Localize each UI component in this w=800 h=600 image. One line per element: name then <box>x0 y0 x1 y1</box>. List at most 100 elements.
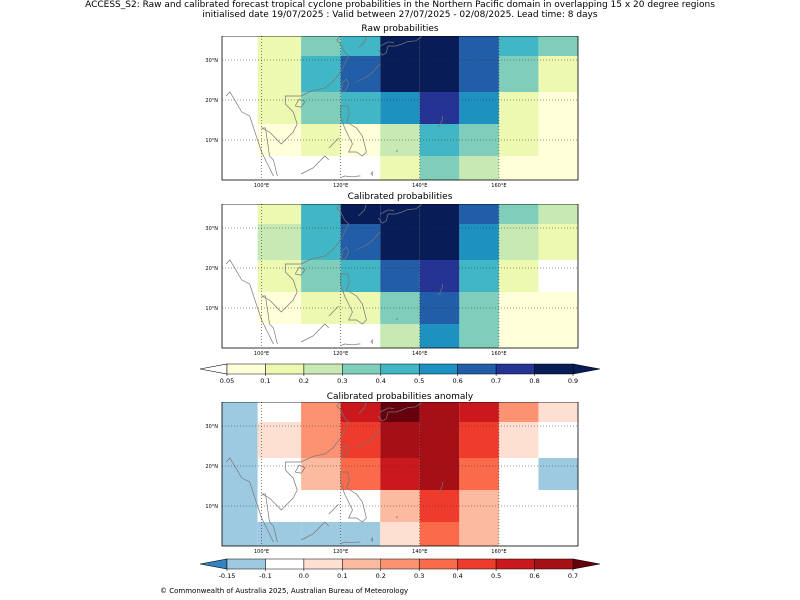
raw-cell-r2-c4 <box>380 92 420 124</box>
anom-cbar-tick-label-9: 0.7 <box>568 572 578 580</box>
calibrated-coastline-3 <box>341 246 349 261</box>
raw-cell-r1-c1 <box>257 56 302 92</box>
calibrated-coastline-9 <box>356 231 381 251</box>
raw-coastline-1 <box>261 36 350 177</box>
raw-coastline-0 <box>225 91 274 177</box>
anom-cbar-swatch-8 <box>534 558 574 570</box>
prob-cbar-tick-label-8: 0.8 <box>529 377 539 385</box>
calibrated-lat-label-0: 30°N <box>205 226 218 232</box>
raw-cell-r0-c1 <box>257 36 302 56</box>
prob-cbar-swatch-7 <box>495 363 535 375</box>
raw-cell-r1-c4 <box>380 56 420 92</box>
raw-cell-r2-c1 <box>257 92 302 124</box>
raw-cell-r4-c7 <box>498 156 539 180</box>
anomaly-lon-label-2: 140°E <box>412 549 427 555</box>
calibrated-coastline-12 <box>370 338 373 344</box>
calibrated-cell-r1-c7 <box>498 224 539 260</box>
raw-cell-r2-c5 <box>419 92 460 124</box>
prob-cbar-tick-label-1: 0.1 <box>260 377 270 385</box>
anom-cbar-swatch-5 <box>418 558 458 570</box>
figure-title-line1: ACCESS_S2: Raw and calibrated forecast t… <box>85 0 715 10</box>
calibrated-cell-r0-c2 <box>301 204 341 224</box>
anomaly-coastline-4 <box>340 471 367 523</box>
prob-cbar-tick-label-9: 0.9 <box>568 377 578 385</box>
anomaly-coastline-9 <box>356 429 381 449</box>
anomaly-coastline-7 <box>377 402 423 422</box>
anom-cbar-swatch-6 <box>457 558 497 570</box>
anomaly-coastline-13 <box>395 515 399 519</box>
raw-coastline-6 <box>358 36 367 49</box>
raw-cell-r0-c6 <box>459 36 499 56</box>
calibrated-lon-label-0: 100°E <box>254 351 269 357</box>
anomaly-cell-r4-c1 <box>257 522 302 546</box>
anom-cbar-swatch-2 <box>303 558 343 570</box>
calibrated-coastline-11 <box>340 343 361 346</box>
calibrated-coastline-0 <box>225 259 274 345</box>
anom-cbar-swatch-0 <box>226 558 266 570</box>
calibrated-coastline-4 <box>340 273 367 325</box>
prob-cbar-swatch-8 <box>534 363 574 375</box>
raw-coastline-3 <box>341 78 349 93</box>
prob-cbar-tick-label-2: 0.2 <box>299 377 309 385</box>
raw-coastline-4 <box>340 105 367 157</box>
anomaly-coastline-6 <box>358 402 367 415</box>
anom-cbar-swatch-3 <box>342 558 382 570</box>
calibrated-cell-r1-c8 <box>538 224 578 260</box>
prob-cbar-under-arrow <box>199 363 228 375</box>
raw-cell-r2-c6 <box>459 92 499 124</box>
panel-title-anomaly: Calibrated probabilities anomaly <box>326 392 474 402</box>
anom-cbar-tick-label-6: 0.4 <box>452 572 462 580</box>
anomaly-cell-r2-c8 <box>538 458 578 490</box>
calibrated-cell-r0-c6 <box>459 204 499 224</box>
prob-cbar-swatch-3 <box>342 363 382 375</box>
panel-title-raw: Raw probabilities <box>361 24 439 34</box>
calibrated-cell-r4-c5 <box>419 324 460 348</box>
prob-cbar-swatch-4 <box>380 363 420 375</box>
anomaly-cell-r2-c3 <box>340 458 381 490</box>
prob-cbar-tick-label-6: 0.6 <box>452 377 462 385</box>
anomaly-cell-r1-c2 <box>301 422 341 458</box>
calibrated-lon-label-2: 140°E <box>412 351 427 357</box>
calibrated-lon-label-1: 120°E <box>333 351 348 357</box>
raw-cell-r3-c2 <box>301 124 341 156</box>
raw-cell-r0-c2 <box>301 36 341 56</box>
raw-cell-r2-c3 <box>340 92 381 124</box>
anom-cbar-over-arrow <box>572 558 601 570</box>
raw-cell-r4-c6 <box>459 156 499 180</box>
raw-coastline-9 <box>356 63 381 83</box>
calibrated-coastline-8 <box>380 209 395 215</box>
anomaly-coastline-8 <box>380 407 395 413</box>
prob-cbar-swatch-1 <box>265 363 305 375</box>
calibrated-cell-r0-c4 <box>380 204 420 224</box>
calibrated-cell-r2-c7 <box>498 260 539 292</box>
raw-cell-r4-c4 <box>380 156 420 180</box>
raw-cell-r0-c7 <box>498 36 539 56</box>
raw-cell-r4-c8 <box>538 156 578 180</box>
anomaly-cell-r0-c8 <box>538 402 578 422</box>
figure-title-line2: initialised date 19/07/2025 : Valid betw… <box>202 10 598 20</box>
anomaly-cell-r2-c2 <box>301 458 341 490</box>
calibrated-cell-r2-c4 <box>380 260 420 292</box>
raw-coastline-13 <box>395 149 399 153</box>
calibrated-coastline-10 <box>300 323 330 343</box>
raw-cell-r0-c5 <box>419 36 460 56</box>
raw-coastline-2 <box>294 98 306 108</box>
anomaly-map: 30°N 20°N 10°N 100°E 120°E 140°E 160°E <box>205 402 579 555</box>
calibrated-cell-r4-c6 <box>459 324 499 348</box>
raw-coastline-10 <box>300 155 330 175</box>
calibrated-cell-r0-c1 <box>257 204 302 224</box>
raw-coastline-7 <box>377 36 423 56</box>
raw-cell-r2-c7 <box>498 92 539 124</box>
raw-cell-r1-c2 <box>301 56 341 92</box>
calibrated-probabilities-map: 30°N 20°N 10°N 100°E 120°E 140°E 160°E <box>205 204 579 357</box>
raw-cell-r1-c6 <box>459 56 499 92</box>
prob-cbar-swatch-0 <box>226 363 266 375</box>
prob-cbar-swatch-6 <box>457 363 497 375</box>
prob-cbar-tick-label-3: 0.3 <box>337 377 347 385</box>
calibrated-coastline-7 <box>377 204 423 224</box>
calibrated-cell-r4-c8 <box>538 324 578 348</box>
anomaly-coastline-10 <box>300 521 330 541</box>
panel-title-calibrated: Calibrated probabilities <box>347 192 453 202</box>
anomaly-cell-r1-c7 <box>498 422 539 458</box>
anomaly-coastline-12 <box>370 536 373 542</box>
